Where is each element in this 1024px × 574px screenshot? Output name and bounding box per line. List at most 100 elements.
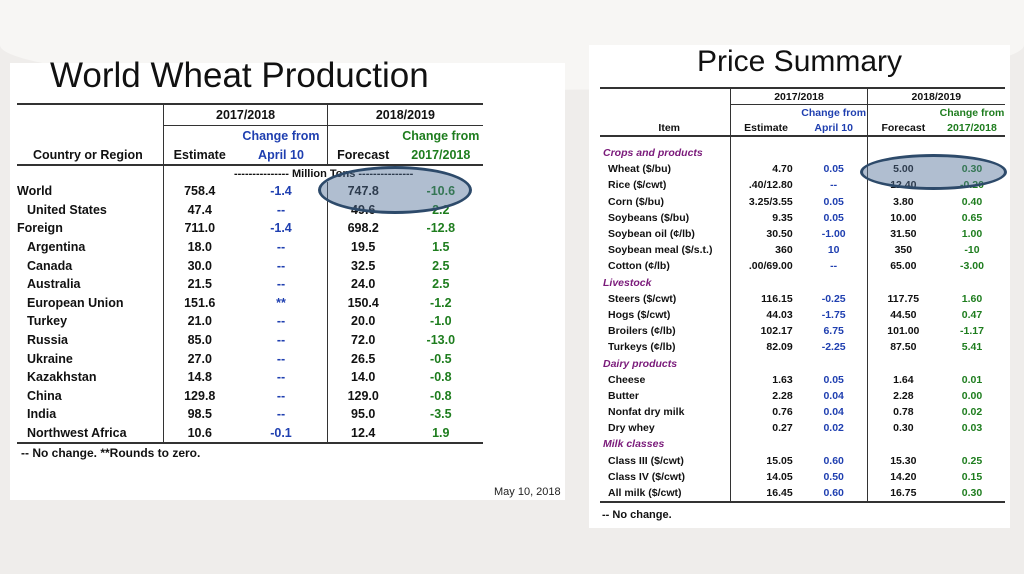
change-year-cell: -0.8 bbox=[430, 370, 452, 385]
price-col-change-april-l1: Change from bbox=[800, 104, 868, 120]
change-year-cell: 1.5 bbox=[432, 240, 450, 255]
estimate-cell: 98.5 bbox=[187, 407, 212, 422]
price-summary-table: 2017/2018 2018/2019 Change from Change f… bbox=[600, 87, 1005, 504]
change-year-cell: -13.0 bbox=[426, 333, 456, 348]
estimate-cell: 15.05 bbox=[766, 454, 793, 467]
change-april-cell: 0.05 bbox=[800, 161, 868, 178]
empty-cell bbox=[800, 274, 868, 291]
forecast-cell: 14.20 bbox=[890, 470, 917, 483]
change-year-cell: 1.00 bbox=[961, 228, 983, 241]
region-cell: Argentina bbox=[17, 237, 165, 257]
forecast-cell: 19.5 bbox=[351, 240, 376, 255]
price-col-item: Item bbox=[600, 120, 732, 137]
forecast-cell: 31.50 bbox=[890, 228, 917, 241]
region-cell: Northwest Africa bbox=[17, 423, 165, 445]
item-cell: Soybean meal ($/s.t.) bbox=[600, 242, 732, 259]
change-april-cell: 0.05 bbox=[800, 193, 868, 210]
forecast-cell: 14.0 bbox=[351, 370, 376, 385]
estimate-cell: 360 bbox=[775, 244, 793, 257]
estimate-cell: 0.27 bbox=[772, 422, 793, 435]
highlight-ellipse-world bbox=[318, 166, 472, 214]
table-row: Nonfat dry milk 0.76 0.04 0.78 0.02 bbox=[600, 404, 1005, 421]
table-row: Soybean oil (¢/lb) 30.50 -1.00 31.50 1.00 bbox=[600, 225, 1005, 243]
change-year-cell: -1.2 bbox=[430, 295, 452, 310]
table-row: Argentina 18.0 -- 19.5 1.5 bbox=[17, 237, 483, 257]
change-year-cell: 0.03 bbox=[961, 422, 983, 435]
change-year-cell: 0.00 bbox=[961, 389, 983, 402]
table-row: Kazakhstan 14.8 -- 14.0 -0.8 bbox=[17, 367, 483, 387]
estimate-cell: 27.0 bbox=[187, 351, 212, 366]
price-col-forecast: Forecast bbox=[867, 120, 939, 137]
region-cell: Kazakhstan bbox=[17, 367, 165, 387]
item-cell: Steers ($/cwt) bbox=[600, 290, 732, 307]
change-april-cell: ** bbox=[235, 293, 328, 313]
item-cell: Soybeans ($/bu) bbox=[600, 209, 732, 226]
table-row: Russia 85.0 -- 72.0 -13.0 bbox=[17, 330, 483, 350]
empty-cell bbox=[731, 145, 801, 161]
estimate-cell: 30.0 bbox=[187, 258, 212, 273]
forecast-cell: 16.75 bbox=[867, 484, 939, 504]
forecast-cell: 72.0 bbox=[351, 333, 376, 348]
estimate-cell: 16.45 bbox=[730, 484, 801, 504]
forecast-cell: 1.64 bbox=[893, 373, 914, 386]
estimate-cell: 9.35 bbox=[772, 211, 793, 224]
col-header-change-april-l1: Change from bbox=[235, 125, 328, 145]
estimate-cell: 85.0 bbox=[187, 333, 212, 348]
change-april-cell: -- bbox=[800, 177, 868, 194]
change-april-cell: -- bbox=[235, 405, 328, 424]
region-cell: Canada bbox=[17, 256, 165, 275]
table-row: Cotton (¢/lb) .00/69.00 -- 65.00 -3.00 bbox=[600, 258, 1005, 275]
change-april-cell: 0.04 bbox=[800, 404, 868, 421]
change-april-cell: 0.60 bbox=[800, 452, 868, 469]
table-row: Hogs ($/cwt) 44.03 -1.75 44.50 0.47 bbox=[600, 306, 1005, 324]
estimate-cell: 711.0 bbox=[184, 221, 216, 236]
price-footnote: -- No change. bbox=[602, 509, 672, 521]
change-april-cell: -0.1 bbox=[235, 423, 328, 445]
item-cell: Broilers (¢/lb) bbox=[600, 323, 732, 340]
change-year-cell: -1.0 bbox=[430, 314, 452, 329]
forecast-cell: 117.75 bbox=[887, 292, 920, 305]
table-row: China 129.8 -- 129.0 -0.8 bbox=[17, 386, 483, 406]
change-year-cell: -0.5 bbox=[430, 351, 452, 366]
forecast-cell: 3.80 bbox=[893, 195, 914, 208]
item-cell: Dry whey bbox=[600, 420, 732, 437]
forecast-cell: 65.00 bbox=[890, 260, 917, 273]
change-april-cell: -1.00 bbox=[800, 225, 868, 243]
estimate-cell: 14.05 bbox=[766, 470, 793, 483]
change-april-cell: 0.02 bbox=[800, 420, 868, 437]
wheat-production-table: 2017/2018 2018/2019 Change from Change f… bbox=[17, 103, 483, 445]
change-year-cell: 2.5 bbox=[432, 277, 450, 292]
item-cell: Soybean oil (¢/lb) bbox=[600, 225, 732, 243]
wheat-footnote: -- No change. **Rounds to zero. bbox=[21, 446, 201, 460]
change-april-cell: -- bbox=[235, 200, 328, 220]
change-april-cell: -- bbox=[235, 330, 328, 350]
section-row: Milk classes bbox=[600, 436, 1005, 453]
change-april-cell: 0.04 bbox=[800, 387, 868, 404]
wheat-production-title: World Wheat Production bbox=[50, 56, 429, 95]
section-label: Livestock bbox=[600, 274, 732, 291]
table-row: India 98.5 -- 95.0 -3.5 bbox=[17, 405, 483, 424]
table-row: Broilers (¢/lb) 102.17 6.75 101.00 -1.17 bbox=[600, 323, 1005, 340]
forecast-cell: 350 bbox=[894, 244, 913, 257]
forecast-cell: 15.30 bbox=[890, 454, 917, 467]
region-cell: Russia bbox=[17, 330, 165, 350]
item-cell: Turkeys (¢/lb) bbox=[600, 339, 732, 356]
change-april-cell: 10 bbox=[800, 242, 868, 259]
empty-cell bbox=[800, 145, 868, 162]
change-year-cell: -10 bbox=[964, 244, 980, 257]
empty-cell bbox=[867, 275, 939, 291]
region-cell: Australia bbox=[17, 274, 165, 294]
col-header-change-year-l2: 2017/2018 bbox=[398, 145, 483, 166]
item-cell: Class IV ($/cwt) bbox=[600, 468, 732, 485]
estimate-cell: 0.76 bbox=[772, 406, 793, 419]
change-april-cell: -- bbox=[235, 256, 328, 275]
forecast-cell: 101.00 bbox=[887, 325, 920, 338]
col-header-change-year-l1: Change from bbox=[402, 128, 480, 143]
change-year-cell: 0.65 bbox=[961, 211, 983, 224]
change-april-cell: -0.25 bbox=[800, 290, 868, 307]
section-label: Dairy products bbox=[600, 355, 732, 372]
forecast-cell: 12.4 bbox=[327, 423, 399, 445]
estimate-cell: 1.63 bbox=[772, 373, 793, 386]
estimate-cell: 47.4 bbox=[187, 202, 212, 217]
region-cell: China bbox=[17, 386, 165, 406]
